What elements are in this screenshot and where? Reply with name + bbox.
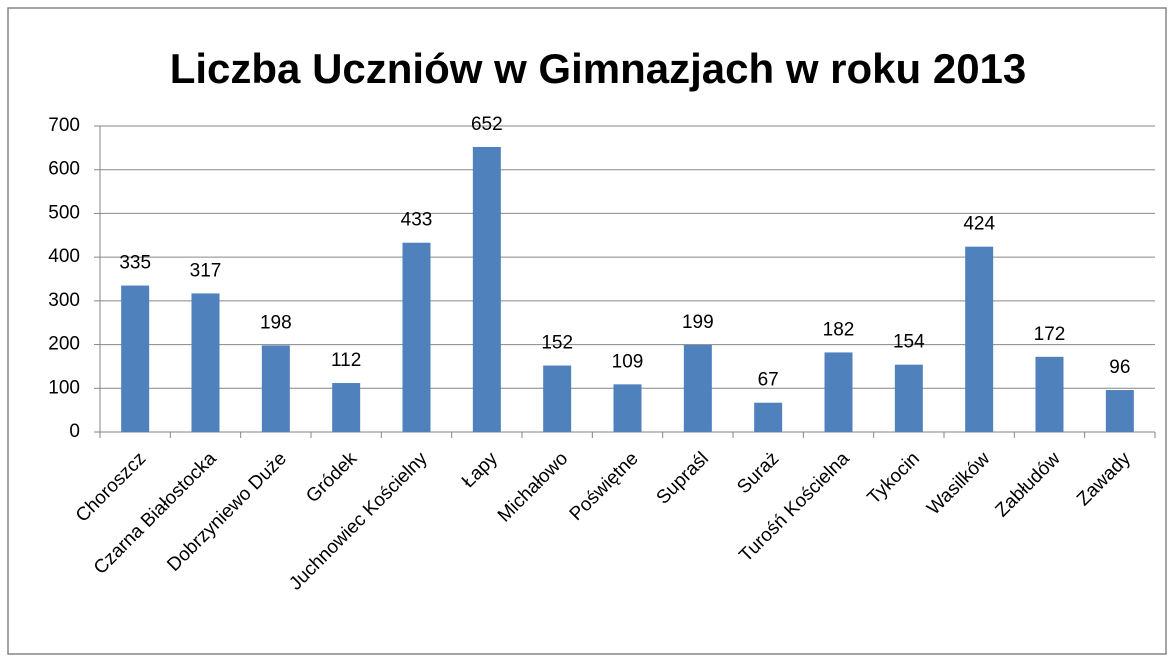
data-label: 154 — [893, 332, 925, 353]
bar — [191, 293, 220, 432]
data-label: 112 — [331, 350, 361, 371]
y-tick-label: 200 — [48, 334, 80, 355]
data-label: 67 — [758, 370, 779, 391]
y-tick-label: 0 — [69, 421, 80, 442]
bar — [121, 285, 150, 432]
data-label: 172 — [1034, 324, 1066, 345]
bar — [824, 352, 853, 432]
y-tick-label: 400 — [48, 246, 80, 267]
bar — [261, 345, 290, 432]
y-tick-label: 500 — [48, 202, 80, 223]
data-label: 182 — [823, 319, 855, 340]
bar — [1105, 390, 1134, 432]
chart-title: Liczba Uczniów w Gimnazjach w roku 2013 — [170, 45, 1027, 92]
y-tick-label: 700 — [48, 115, 80, 136]
data-label: 152 — [541, 333, 573, 354]
data-label: 433 — [401, 210, 433, 231]
bar — [965, 246, 994, 432]
data-label: 198 — [260, 312, 292, 333]
bar — [683, 345, 712, 432]
bar — [543, 365, 572, 432]
bar — [754, 402, 783, 432]
bar — [1035, 356, 1064, 432]
data-label: 424 — [963, 214, 995, 235]
bar — [332, 383, 361, 432]
data-label: 199 — [682, 312, 714, 333]
bar — [894, 364, 923, 432]
data-label: 317 — [190, 260, 222, 281]
y-tick-label: 600 — [48, 159, 80, 180]
bar — [613, 384, 642, 432]
y-tick-label: 300 — [48, 290, 80, 311]
y-tick-label: 100 — [48, 377, 80, 398]
data-label: 109 — [612, 351, 644, 372]
bar — [402, 242, 431, 432]
data-label: 335 — [119, 253, 151, 274]
bar — [472, 146, 501, 433]
data-label: 96 — [1109, 357, 1130, 378]
data-label: 652 — [471, 114, 503, 135]
